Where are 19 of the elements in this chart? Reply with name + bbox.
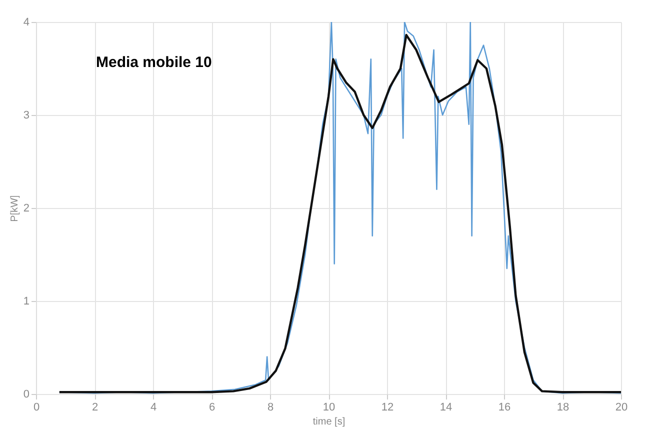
y-tick-label: 3 — [23, 110, 30, 122]
y-tick-label: 4 — [23, 16, 30, 28]
x-tick-label: 12 — [381, 402, 394, 414]
x-tick-label: 8 — [267, 402, 274, 414]
x-tick-label: 0 — [33, 402, 40, 414]
y-tick-label: 0 — [23, 388, 30, 400]
x-tick-label: 2 — [92, 402, 98, 414]
y-tick-label: 2 — [23, 202, 30, 214]
y-tick-label: 1 — [23, 296, 30, 308]
x-tick-label: 10 — [322, 402, 336, 414]
y-axis-title: P[kW] — [9, 194, 20, 222]
x-tick-label: 4 — [150, 402, 157, 414]
x-tick-label: 6 — [208, 402, 216, 414]
x-tick-label: 18 — [556, 402, 570, 414]
x-tick-label: 20 — [615, 402, 628, 414]
x-axis-title: time [s] — [312, 416, 346, 428]
x-tick-label: 16 — [498, 402, 511, 414]
x-tick-label: 14 — [440, 402, 452, 414]
annotation: Media mobile 10 — [96, 54, 212, 71]
